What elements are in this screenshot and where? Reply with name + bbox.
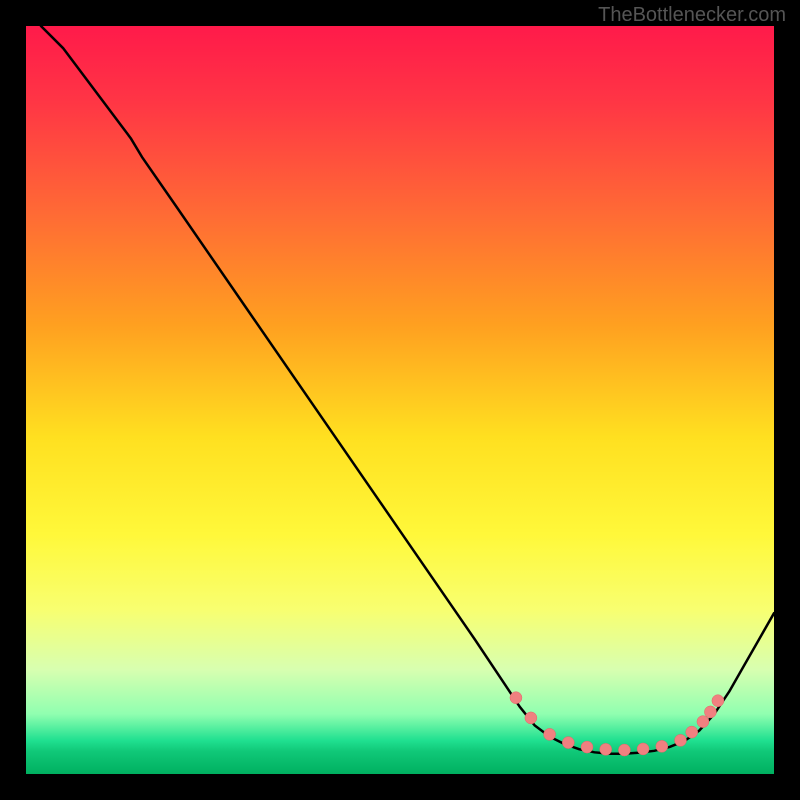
- curve-marker: [637, 743, 649, 755]
- chart-svg: [26, 26, 774, 774]
- curve-marker: [704, 706, 716, 718]
- curve-marker: [510, 692, 522, 704]
- curve-marker: [581, 741, 593, 753]
- curve-marker: [675, 734, 687, 746]
- curve-marker: [600, 743, 612, 755]
- curve-marker: [562, 737, 574, 749]
- curve-marker: [656, 740, 668, 752]
- chart-plot-area: [26, 26, 774, 774]
- curve-marker: [618, 744, 630, 756]
- chart-background: [26, 26, 774, 774]
- curve-marker: [712, 695, 724, 707]
- watermark-text: TheBottlenecker.com: [598, 4, 786, 27]
- curve-marker: [525, 712, 537, 724]
- curve-marker: [686, 726, 698, 738]
- curve-marker: [544, 728, 556, 740]
- curve-marker: [697, 716, 709, 728]
